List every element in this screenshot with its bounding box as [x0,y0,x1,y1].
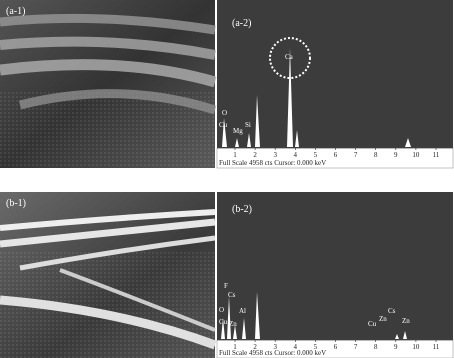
x-tick-label: 5 [314,343,318,351]
x-tick-label: 9 [394,151,398,159]
peak-label: O [219,306,224,314]
peak-label: Si [245,121,251,129]
peak-label: Al [239,307,246,315]
panel-label: (b-1) [6,198,26,209]
peak-label: O [222,109,227,117]
peak-label: Ca [285,53,294,61]
peak-label: Cs [388,307,396,315]
x-tick-label: 11 [433,343,440,351]
x-tick-label: 8 [374,343,378,351]
x-tick-label: 1 [233,151,237,159]
peak-label: Cs [228,291,236,299]
x-tick-label: 7 [354,343,358,351]
x-tick-label: 10 [412,151,420,159]
x-tick-label: 5 [314,151,318,159]
panel-label: (b-2) [232,204,252,215]
x-tick-label: 4 [294,151,298,159]
panel-label: (a-1) [6,6,25,17]
peak-label: Cu [368,320,377,328]
x-tick-label: 6 [334,343,338,351]
x-tick-label: 7 [354,151,358,159]
peak-label: Zn [229,320,237,328]
spectrum-a2: (a-2) O Cu Mg Si Ca 1 2 3 4 5 6 7 8 9 10 11 Full S… [216,0,454,169]
x-tick-label: 2 [253,151,257,159]
x-tick-label: 3 [273,343,277,351]
footer: Full Scale 4958 cts Cursor: 0.000 keV [219,349,326,357]
x-tick-label: 4 [294,343,298,351]
footer: Full Scale 4958 cts Cursor: 0.000 keV [219,159,326,167]
photo-a1: (a-1) [0,0,217,168]
x-tick-label: 8 [374,151,378,159]
panel-label: (a-2) [232,18,251,29]
peak-label: Mg [233,127,243,135]
peak-label: Cu [219,318,228,326]
x-tick-label: 10 [412,343,420,351]
peak-label: Cu [219,121,228,129]
x-tick-label: 2 [253,343,257,351]
x-tick-label: 11 [433,151,440,159]
photo-b1: (b-1) [0,192,217,358]
x-tick-label: 6 [334,151,338,159]
peak-label: Zn [402,317,410,325]
x-tick-label: 3 [273,151,277,159]
x-tick-label: 1 [233,343,237,351]
x-tick-label: 9 [394,343,398,351]
peak-label: Zn [379,315,387,323]
spectrum-b2: (b-2) F Cs O Al Cu Zn Cu Zn Cs Zn 1 2 3 4 5 6… [216,192,454,358]
peak-label: F [224,282,228,290]
